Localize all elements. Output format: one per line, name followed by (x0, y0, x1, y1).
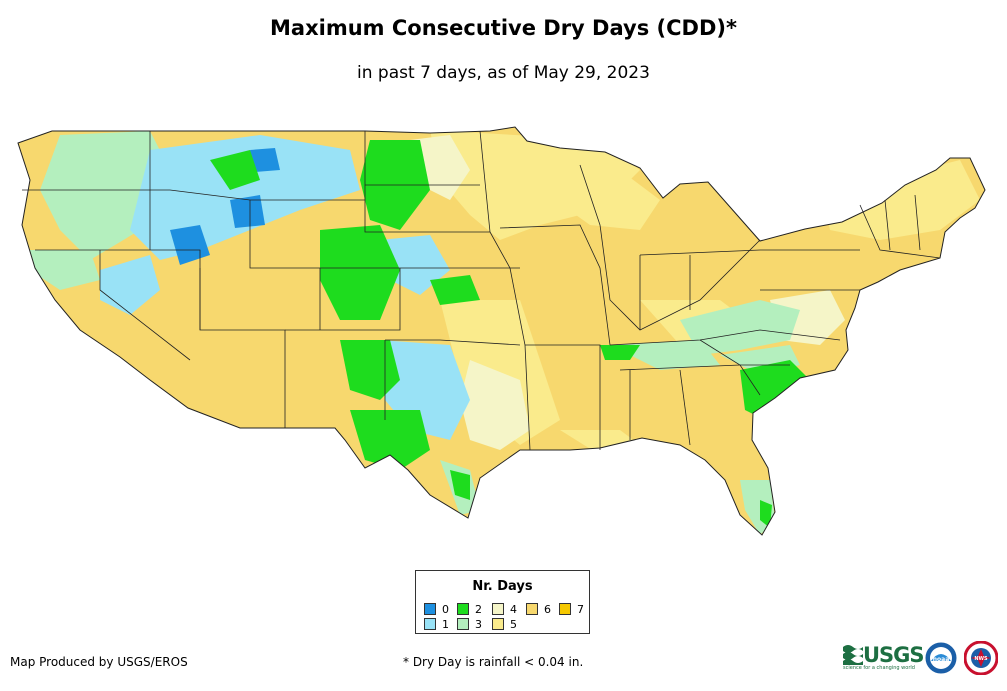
legend-title: Nr. Days (472, 579, 533, 594)
legend-item-3: 3 (457, 618, 482, 631)
legend-label: 2 (475, 603, 482, 616)
area-2-days-kansas (430, 275, 480, 305)
legend-item-6: 6 (526, 603, 551, 616)
legend-swatch (526, 603, 538, 615)
area-2-days-colorado (320, 225, 400, 320)
legend-item-4: 4 (492, 603, 517, 616)
legend-label: 3 (475, 618, 482, 631)
state-borders (22, 130, 941, 451)
area-2-days-west-texas (350, 410, 430, 470)
area-5-days-great-lakes (540, 160, 660, 230)
legend-swatch (492, 603, 504, 615)
area-2-days-tennessee (600, 345, 640, 360)
legend-swatch (424, 618, 436, 630)
us-dry-days-map (17, 126, 986, 536)
nws-text: NWS (974, 656, 988, 662)
area-3-days-nevada (20, 250, 100, 290)
area-2-days-montana (210, 150, 260, 190)
map-fill (18, 127, 985, 535)
legend-swatch (457, 618, 469, 630)
noaa-seal-icon: noaa (924, 641, 958, 675)
dry-day-footnote: * Dry Day is rainfall < 0.04 in. (403, 655, 584, 669)
noaa-text: noaa (933, 656, 950, 663)
legend-item-1: 1 (424, 618, 449, 631)
legend-swatch (559, 603, 571, 615)
legend-label: 0 (442, 603, 449, 616)
legend-label: 5 (510, 618, 517, 631)
legend-item-7: 7 (559, 603, 584, 616)
legend-item-2: 2 (457, 603, 482, 616)
area-2-days-texas-coast (450, 470, 470, 500)
usgs-tagline: science for a changing world (843, 665, 915, 671)
map-credit: Map Produced by USGS/EROS (10, 655, 188, 669)
legend-swatch (424, 603, 436, 615)
legend-swatch (492, 618, 504, 630)
legend-label: 4 (510, 603, 517, 616)
area-0-days-montana (250, 148, 280, 172)
map-subtitle: in past 7 days, as of May 29, 2023 (357, 63, 650, 83)
legend-label: 1 (442, 618, 449, 631)
legend-swatch (457, 603, 469, 615)
legend: Nr. Days 0 1 2 3 4 5 6 7 (415, 570, 590, 634)
map-title: Maximum Consecutive Dry Days (CDD)* (270, 16, 737, 40)
area-5-days-northeast (820, 160, 980, 240)
legend-item-0: 0 (424, 603, 449, 616)
area-1-day-great-basin (100, 255, 160, 315)
us-outline (17, 126, 986, 536)
legend-item-5: 5 (492, 618, 517, 631)
area-4-days-texas (460, 360, 530, 450)
area-2-days-south-florida (760, 500, 772, 528)
area-0-days-wyoming (230, 195, 265, 228)
usgs-wordmark: USGS (863, 643, 925, 667)
legend-label: 6 (544, 603, 551, 616)
area-3-days-appalachia (680, 300, 800, 355)
usgs-wave-icon (843, 645, 863, 665)
usgs-logo: USGS science for a changing world (843, 643, 925, 671)
legend-label: 7 (577, 603, 584, 616)
nws-seal-icon: NWS (964, 641, 998, 675)
area-2-days-south-carolina (740, 360, 810, 420)
